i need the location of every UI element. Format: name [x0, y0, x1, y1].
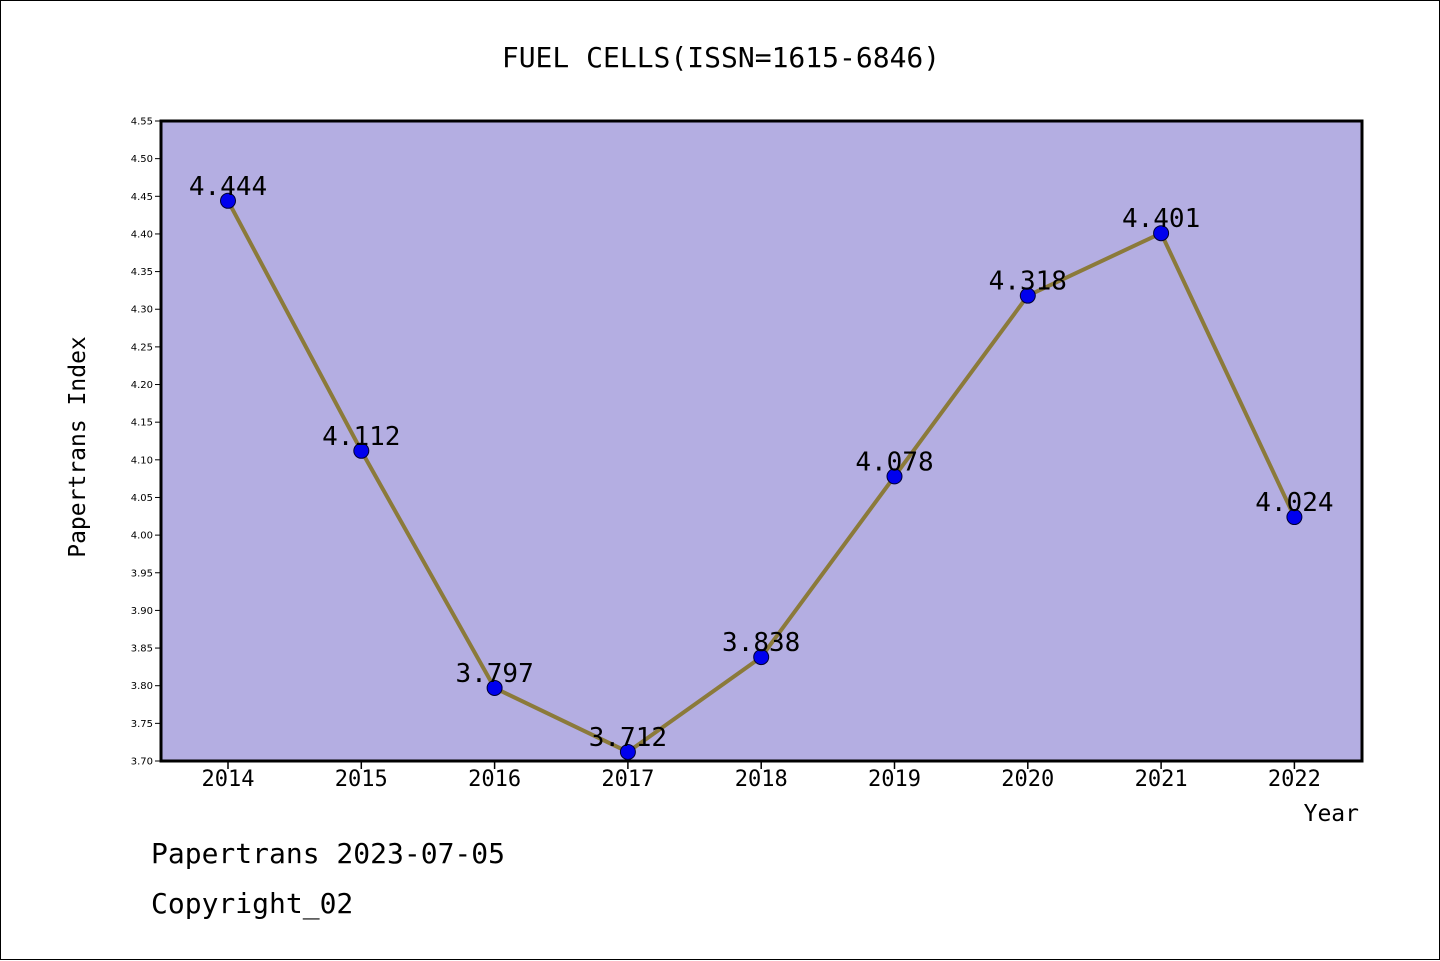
y-tick-label: 4.00: [131, 531, 153, 542]
data-label: 4.112: [322, 422, 400, 452]
data-labels: 4.444 4.112 3.797 3.712 3.838 4.078 4.318 4.401…: [189, 172, 1334, 753]
y-tick-label: 3.75: [131, 719, 153, 730]
data-point: [353, 442, 370, 459]
data-point: [886, 468, 903, 485]
data-label: 4.024: [1255, 488, 1333, 518]
x-tick-label: 2021: [1135, 767, 1188, 792]
y-tick-label: 4.05: [131, 493, 153, 504]
y-axis-title: Papertrans Index: [65, 336, 91, 558]
y-tick-label: 4.20: [131, 380, 153, 391]
data-point: [1286, 509, 1303, 526]
x-tick-label: 2014: [202, 767, 255, 792]
x-tick-label: 2022: [1268, 767, 1321, 792]
y-tick-label: 4.40: [131, 229, 153, 240]
series-layer: [220, 192, 1303, 760]
y-tick-label: 4.30: [131, 305, 153, 316]
y-tick-label: 3.80: [131, 681, 153, 692]
y-tick-label: 3.95: [131, 568, 153, 579]
chart-title: FUEL CELLS(ISSN=1615-6846): [502, 41, 940, 74]
x-tick-label: 2017: [601, 767, 654, 792]
y-tick-label: 4.25: [131, 342, 153, 353]
x-tick-label: 2016: [468, 767, 521, 792]
data-point: [753, 649, 770, 666]
y-axis: 3.70 3.75 3.80 3.85 3.90 3.95 4.00 4.05 4.10 4.15…: [131, 117, 161, 768]
y-tick-label: 4.10: [131, 455, 153, 466]
footer-copyright: Copyright_02: [151, 887, 354, 920]
y-tick-label: 3.70: [131, 757, 153, 768]
y-tick-label: 4.15: [131, 418, 153, 429]
data-point: [486, 679, 503, 696]
y-tick-label: 4.50: [131, 154, 153, 165]
data-label: 4.318: [989, 267, 1067, 297]
x-axis-title: Year: [1304, 801, 1359, 827]
data-point: [1019, 287, 1036, 304]
y-tick-label: 3.85: [131, 644, 153, 655]
data-point: [220, 192, 236, 209]
data-point: [619, 743, 636, 760]
data-label: 4.444: [189, 172, 267, 202]
x-tick-label: 2018: [735, 767, 788, 792]
y-tick-label: 4.45: [131, 192, 153, 203]
data-point: [1153, 225, 1170, 242]
x-tick-label: 2020: [1001, 767, 1054, 792]
y-tick-label: 3.90: [131, 606, 153, 617]
data-label: 3.838: [722, 628, 800, 658]
y-tick-label: 4.55: [131, 117, 153, 128]
y-tick-label: 4.35: [131, 267, 153, 278]
data-label: 4.078: [855, 447, 933, 477]
data-label: 4.401: [1122, 204, 1200, 234]
data-label: 3.797: [455, 659, 533, 689]
data-label: 3.712: [589, 723, 667, 753]
x-tick-label: 2015: [335, 767, 388, 792]
x-tick-label: 2019: [868, 767, 921, 792]
x-axis: 2014 2015 2016 2017 2018 2019 2020 2021 2022: [202, 761, 1321, 792]
footer-date: Papertrans 2023-07-05: [151, 837, 506, 870]
